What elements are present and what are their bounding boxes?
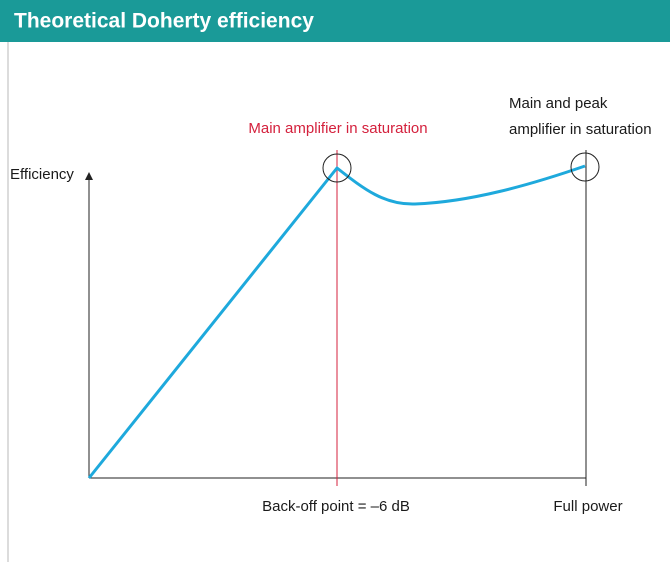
saturation-marker — [322, 153, 352, 183]
header-title: Theoretical Doherty efficiency — [14, 10, 314, 33]
annotation: Main and peak — [509, 95, 608, 112]
y-axis-arrow — [85, 172, 93, 180]
x-axis-label: Back-off point = –6 dB — [262, 498, 410, 515]
header-bar — [0, 0, 670, 42]
efficiency-curve — [87, 164, 586, 479]
annotation: Main amplifier in saturation — [248, 120, 427, 137]
annotation: amplifier in saturation — [509, 121, 652, 138]
saturation-marker — [570, 152, 600, 182]
x-axis-label: Full power — [553, 498, 622, 515]
y-axis-label: Efficiency — [10, 166, 74, 183]
